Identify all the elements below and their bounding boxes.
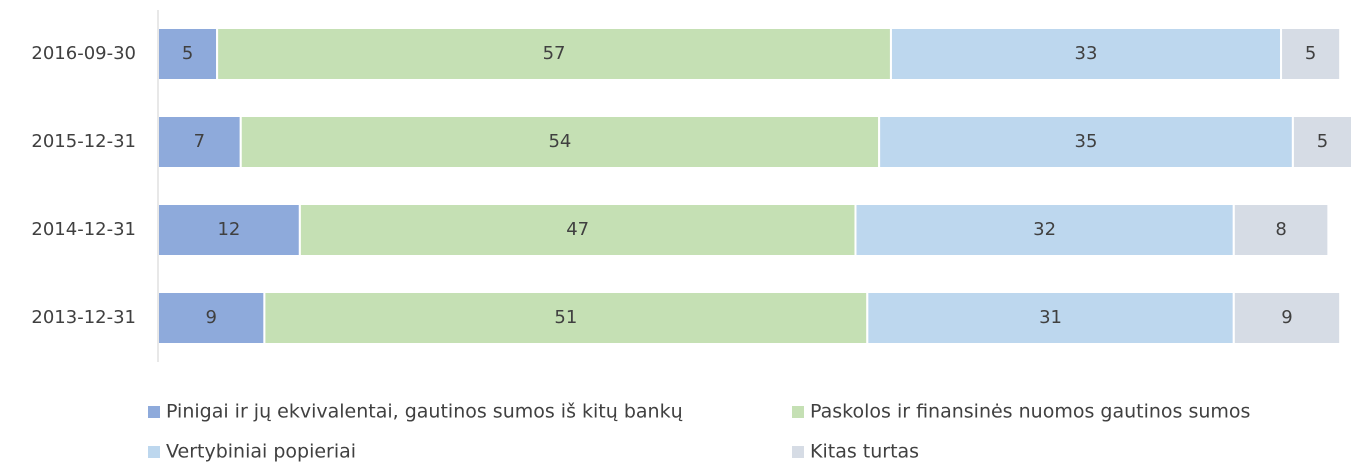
data-label: 31: [1039, 307, 1062, 328]
legend-swatch: [148, 446, 160, 458]
y-tick-label: 2015-12-31: [31, 131, 136, 152]
data-label: 57: [543, 43, 566, 64]
y-tick-label: 2013-12-31: [31, 307, 136, 328]
bar-segment: [263, 291, 869, 345]
data-label: 54: [548, 131, 571, 152]
legend-label: Paskolos ir finansinės nuomos gautinos s…: [810, 401, 1250, 423]
bar-segment: [216, 27, 892, 81]
data-label: 33: [1075, 43, 1098, 64]
data-label: 8: [1275, 219, 1286, 240]
data-label: 5: [182, 43, 193, 64]
legend-label: Vertybiniai popieriai: [166, 441, 356, 463]
legend-swatch: [792, 406, 804, 418]
data-label: 35: [1075, 131, 1098, 152]
y-tick-label: 2014-12-31: [31, 219, 136, 240]
data-label: 7: [194, 131, 205, 152]
data-label: 9: [205, 307, 216, 328]
bar-segment: [1232, 291, 1342, 345]
legend-label: Kitas turtas: [810, 441, 919, 463]
legend-swatch: [148, 406, 160, 418]
bar-segment: [1232, 203, 1330, 257]
bar-segment: [1291, 115, 1354, 169]
data-label: 12: [217, 219, 240, 240]
bar-segment: [157, 115, 242, 169]
y-tick-label: 2016-09-30: [31, 43, 136, 64]
bar-segment: [878, 115, 1294, 169]
data-label: 32: [1033, 219, 1056, 240]
legend-label: Pinigai ir jų ekvivalentai, gautinos sum…: [166, 401, 683, 423]
data-label: 51: [554, 307, 577, 328]
bar-segment: [239, 115, 881, 169]
data-label: 5: [1305, 43, 1316, 64]
bar-segment: [157, 291, 266, 345]
bar-segment: [1280, 27, 1342, 81]
bar-segment: [298, 203, 857, 257]
legend-swatch: [792, 446, 804, 458]
data-label: 47: [566, 219, 589, 240]
data-label: 5: [1317, 131, 1328, 152]
data-label: 9: [1281, 307, 1292, 328]
bar-segment: [889, 27, 1283, 81]
